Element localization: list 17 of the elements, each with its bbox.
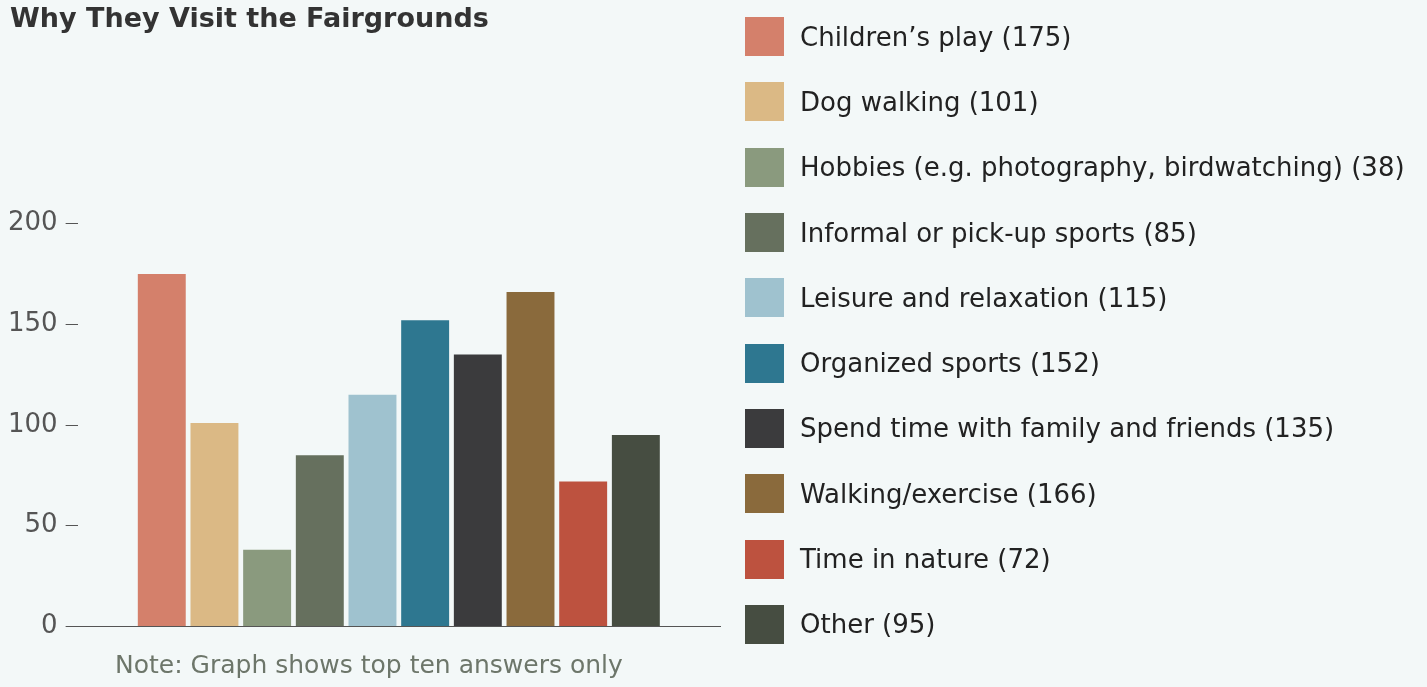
y-tick-label: 100 <box>7 407 58 438</box>
legend-label: Organized sports (152) <box>800 348 1101 379</box>
legend-label: Spend time with family and friends (135) <box>800 413 1336 444</box>
y-tick-label: 150 <box>7 307 58 338</box>
chart-title: Why They Visit the Fairgrounds <box>10 2 489 33</box>
y-tick-label: 50 <box>24 508 58 539</box>
legend-label: Other (95) <box>800 609 937 640</box>
legend-label: Time in nature (72) <box>800 544 1052 575</box>
legend-label: Children’s play (175) <box>800 21 1073 52</box>
legend-label: Dog walking (101) <box>800 86 1040 117</box>
y-tick-label: 200 <box>7 206 58 237</box>
text: Note: Graph shows top ten answers only <box>115 650 623 679</box>
legend-label: Informal or pick-up sports (85) <box>800 217 1198 248</box>
legend-label: Leisure and relaxation (115) <box>800 282 1169 313</box>
legend-label: Walking/exercise (166) <box>800 478 1098 509</box>
y-tick-label: 0 <box>41 609 58 640</box>
legend-label: Hobbies (e.g. photography, birdwatching) (38) <box>800 152 1406 183</box>
